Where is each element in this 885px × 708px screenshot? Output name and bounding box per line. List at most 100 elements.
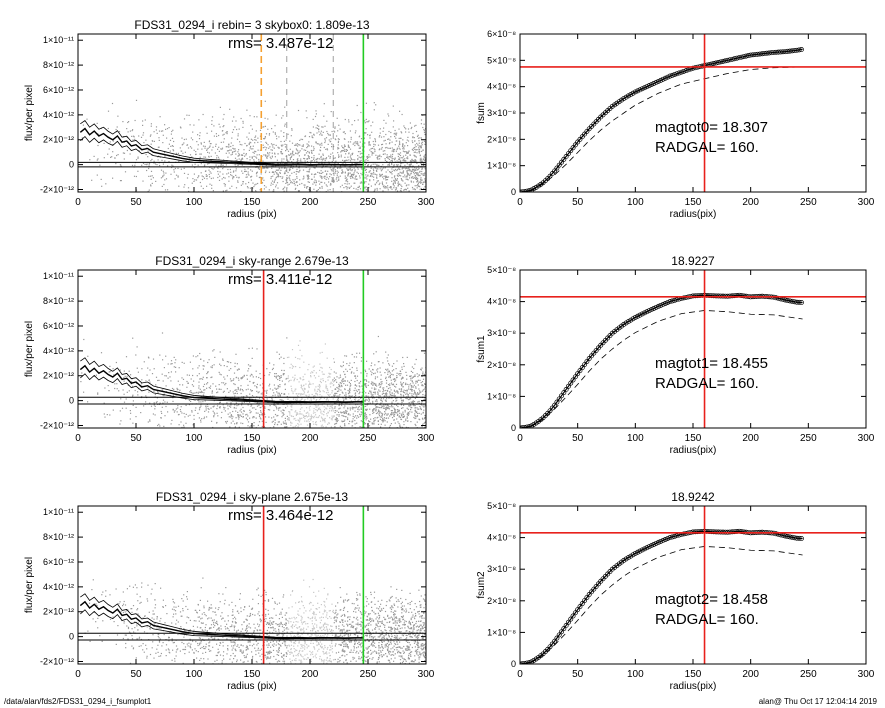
scatter-point xyxy=(230,414,232,416)
scatter-point xyxy=(281,117,283,119)
scatter-point xyxy=(394,178,396,180)
scatter-point xyxy=(389,436,390,437)
scatter-point xyxy=(314,115,317,118)
scatter-point xyxy=(358,446,359,447)
scatter-point xyxy=(305,383,307,385)
scatter-point xyxy=(185,398,187,400)
scatter-point xyxy=(417,184,419,186)
scatter-point xyxy=(205,405,207,407)
scatter-point xyxy=(292,436,293,437)
scatter-point xyxy=(354,423,356,425)
scatter-point xyxy=(391,434,392,435)
scatter-point xyxy=(233,148,235,150)
scatter-point xyxy=(185,404,187,406)
scatter-point xyxy=(387,189,389,191)
scatter-point xyxy=(126,391,128,393)
scatter-point xyxy=(238,158,240,160)
scatter-point xyxy=(214,413,216,415)
scatter-point xyxy=(313,146,315,148)
scatter-point xyxy=(385,187,387,189)
scatter-point xyxy=(238,414,240,416)
scatter-point xyxy=(371,151,373,153)
scatter-point xyxy=(359,147,361,149)
scatter-point xyxy=(329,189,331,191)
scatter-point xyxy=(301,138,304,141)
scatter-point xyxy=(190,390,192,392)
scatter-point xyxy=(378,395,380,397)
scatter-point xyxy=(295,152,297,154)
scatter-point xyxy=(330,111,332,113)
scatter-point xyxy=(302,429,303,430)
scatter-point xyxy=(315,372,317,374)
axes-frame xyxy=(519,33,867,193)
scatter-point xyxy=(224,447,225,448)
scatter-point xyxy=(203,416,206,418)
scatter-point xyxy=(262,160,264,162)
scatter-point xyxy=(355,175,357,177)
scatter-point xyxy=(287,375,289,377)
scatter-point xyxy=(319,143,321,145)
scatter-point xyxy=(423,163,425,165)
scatter-point xyxy=(178,424,180,426)
scatter-point xyxy=(395,150,397,152)
scatter-point xyxy=(145,401,147,403)
scatter-point xyxy=(211,167,213,169)
scatter-point xyxy=(234,404,236,406)
scatter-point xyxy=(349,407,351,409)
scatter-point xyxy=(385,186,387,188)
scatter-point xyxy=(286,437,287,438)
scatter-point xyxy=(310,376,312,378)
scatter-point xyxy=(347,418,349,421)
scatter-point xyxy=(296,378,298,381)
scatter-point xyxy=(292,398,295,400)
scatter-point xyxy=(291,142,294,144)
scatter-point xyxy=(417,134,419,136)
scatter-point xyxy=(241,404,243,406)
scatter-point xyxy=(409,383,412,385)
scatter-point xyxy=(290,409,292,411)
scatter-point xyxy=(301,145,303,147)
scatter-point xyxy=(205,126,207,128)
scatter-point xyxy=(223,125,225,127)
scatter-point xyxy=(385,389,387,392)
scatter-point xyxy=(306,395,308,397)
scatter-point xyxy=(273,409,275,412)
scatter-point xyxy=(211,420,213,422)
scatter-point xyxy=(247,171,249,173)
scatter-point xyxy=(222,134,224,136)
scatter-point xyxy=(213,415,215,417)
scatter-point xyxy=(417,173,419,175)
scatter-point xyxy=(387,384,390,386)
scatter-point xyxy=(268,133,271,135)
scatter-point xyxy=(399,199,400,200)
scatter-point xyxy=(292,154,294,156)
scatter-point xyxy=(300,138,302,140)
scatter-point xyxy=(254,385,256,387)
scatter-point xyxy=(330,368,332,371)
scatter-point xyxy=(380,423,382,425)
scatter-point xyxy=(224,384,226,386)
scatter-point xyxy=(222,404,224,406)
scatter-point xyxy=(327,405,329,407)
scatter-point xyxy=(241,164,243,166)
scatter-point xyxy=(409,429,410,430)
scatter-point xyxy=(405,382,407,384)
scatter-point xyxy=(424,160,426,162)
scatter-point xyxy=(298,171,300,173)
scatter-point xyxy=(293,154,295,156)
scatter-point xyxy=(406,193,407,194)
scatter-point xyxy=(236,176,238,178)
scatter-point xyxy=(229,108,231,110)
scatter-point xyxy=(129,418,131,420)
scatter-point xyxy=(211,390,213,392)
scatter-point xyxy=(272,131,274,133)
scatter-point xyxy=(318,180,320,182)
scatter-point xyxy=(417,412,419,415)
scatter-point xyxy=(402,155,405,157)
scatter-point xyxy=(248,174,250,176)
scatter-point xyxy=(198,119,200,121)
scatter-point xyxy=(283,373,285,375)
scatter-point xyxy=(380,402,382,404)
scatter-point xyxy=(337,419,339,421)
scatter-point xyxy=(348,430,349,431)
